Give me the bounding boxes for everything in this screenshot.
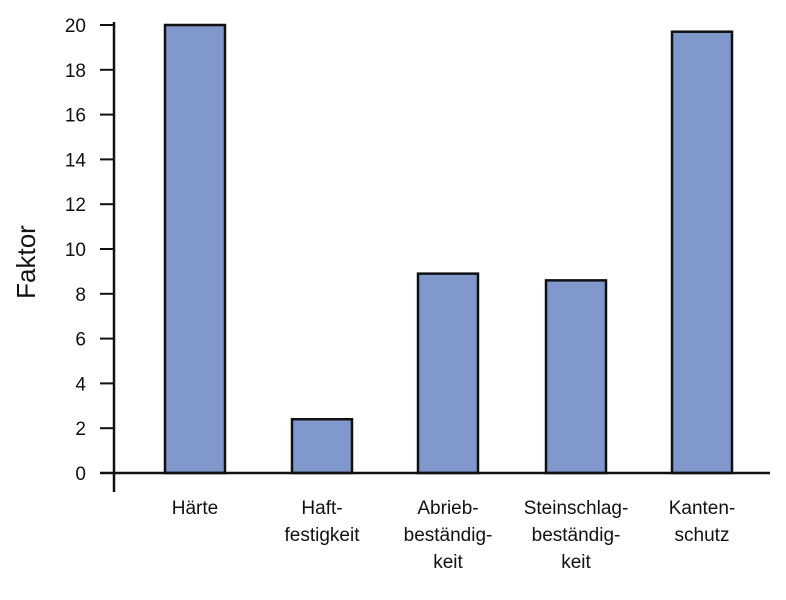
category-label-0: Härte <box>172 498 218 519</box>
category-label-line: Härte <box>172 498 218 519</box>
labels-layer: 0 2 4 6 8 10 12 14 16 18 20 Härte Haft-festigkeit Abr… <box>65 16 735 573</box>
category-label-line: schutz <box>675 525 730 546</box>
y-tick-label-2: 4 <box>75 374 86 395</box>
bar-1 <box>290 417 354 475</box>
y-tick-label-4: 8 <box>75 285 86 306</box>
bar-3 <box>544 279 608 475</box>
bar-4 <box>670 30 734 475</box>
category-label-line: keit <box>433 552 463 573</box>
category-label-2: Abrieb-beständig-keit <box>404 498 493 573</box>
bar-0 <box>163 23 227 475</box>
category-label-line: beständig- <box>404 525 493 546</box>
y-tick-label-7: 14 <box>65 150 87 171</box>
category-label-line: festigkeit <box>285 525 361 546</box>
y-tick-label-9: 18 <box>65 61 86 82</box>
y-tick-label-8: 16 <box>65 106 86 127</box>
y-axis-title: Faktor <box>11 225 41 299</box>
category-label-line: Abrieb- <box>417 498 478 519</box>
category-label-line: Haft- <box>301 498 342 519</box>
y-tick-label-5: 10 <box>65 240 86 261</box>
y-tick-label-10: 20 <box>65 16 86 37</box>
y-tick-label-1: 2 <box>75 419 86 440</box>
category-label-line: beständig- <box>532 525 621 546</box>
bars-layer <box>163 23 734 475</box>
axes-layer <box>100 22 770 492</box>
category-label-line: Kanten- <box>669 498 736 519</box>
category-label-3: Steinschlag-beständig-keit <box>524 498 629 573</box>
category-label-line: Steinschlag- <box>524 498 629 519</box>
y-tick-label-0: 0 <box>75 464 86 485</box>
category-label-line: keit <box>561 552 591 573</box>
category-label-4: Kanten-schutz <box>669 498 736 546</box>
y-tick-label-3: 6 <box>75 330 86 351</box>
y-tick-label-6: 12 <box>65 195 86 216</box>
bar-2 <box>416 272 480 475</box>
category-label-1: Haft-festigkeit <box>285 498 361 546</box>
